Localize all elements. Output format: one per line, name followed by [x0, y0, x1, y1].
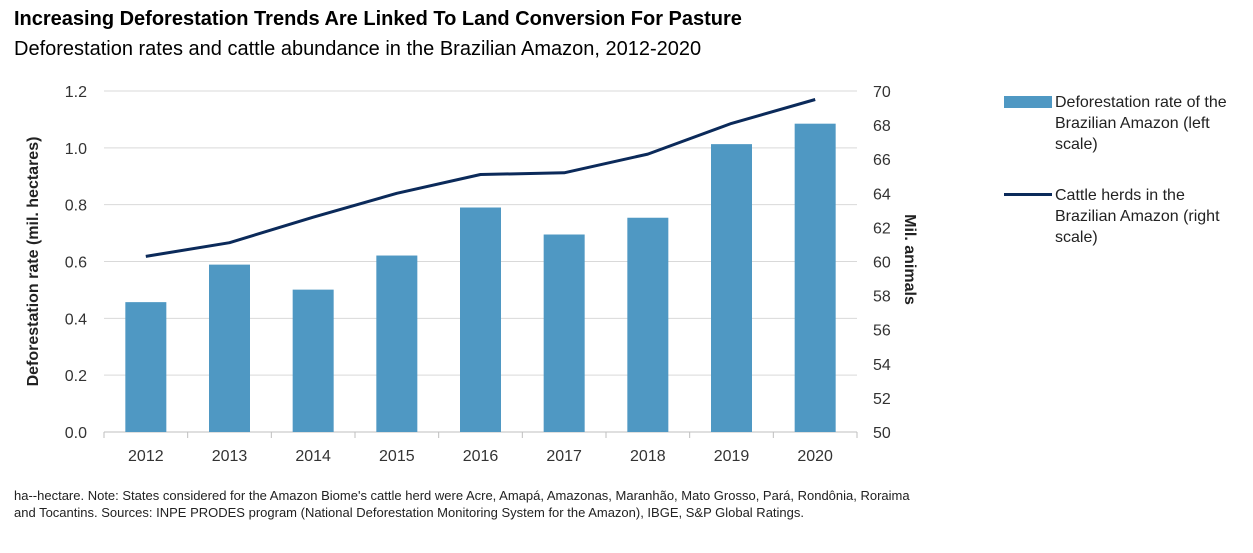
y-left-tick-label: 0.2 [65, 368, 87, 385]
bar [125, 302, 167, 432]
y-left-tick-label: 0.0 [65, 425, 87, 442]
cattle-herds-line [145, 98, 816, 258]
bar [543, 234, 585, 432]
legend-bar-swatch [1004, 96, 1052, 108]
x-tick-label: 2016 [463, 448, 499, 465]
y-left-tick-label: 0.4 [65, 311, 87, 328]
y-left-axis-title: Deforestation rate (mil. hectares) [25, 137, 42, 387]
bar [711, 144, 752, 432]
bar [627, 217, 669, 432]
y-left-tick-label: 0.8 [65, 198, 87, 215]
y-right-tick-label: 64 [873, 186, 891, 203]
chart-title: Increasing Deforestation Trends Are Link… [14, 8, 742, 30]
y-right-tick-label: 66 [873, 152, 891, 169]
y-right-tick-label: 52 [873, 391, 891, 408]
x-tick-label: 2019 [714, 448, 750, 465]
y-right-tick-label: 70 [873, 84, 891, 101]
bar [209, 264, 250, 432]
bar [794, 123, 836, 432]
y-right-tick-label: 56 [873, 323, 891, 340]
x-tick-label: 2015 [379, 448, 415, 465]
bar [292, 289, 334, 432]
y-right-tick-label: 68 [873, 118, 891, 135]
y-left-tick-label: 0.6 [65, 255, 87, 272]
y-right-tick-label: 54 [873, 357, 891, 374]
y-right-tick-label: 50 [873, 425, 891, 442]
legend-line-label: Cattle herds in the Brazilian Amazon (ri… [1055, 187, 1220, 246]
x-tick-label: 2017 [546, 448, 582, 465]
y-right-tick-label: 62 [873, 220, 891, 237]
bar [460, 207, 501, 432]
x-tick-label: 2012 [128, 448, 164, 465]
legend-bar-label: Deforestation rate of the Brazilian Amaz… [1055, 94, 1227, 153]
x-tick-label: 2018 [630, 448, 666, 465]
y-right-tick-label: 58 [873, 289, 891, 306]
footnote: ha--hectare. Note: States considered for… [14, 488, 910, 520]
y-right-axis-title: Mil. animals [901, 214, 918, 305]
x-tick-label: 2014 [295, 448, 331, 465]
legend-line-swatch [1004, 193, 1052, 196]
x-tick-label: 2020 [797, 448, 833, 465]
chart-subtitle: Deforestation rates and cattle abundance… [14, 38, 702, 60]
y-left-tick-label: 1.0 [65, 141, 87, 158]
bar [376, 255, 418, 432]
y-left-tick-label: 1.2 [65, 84, 87, 101]
y-right-tick-label: 60 [873, 255, 891, 272]
x-tick-label: 2013 [212, 448, 248, 465]
